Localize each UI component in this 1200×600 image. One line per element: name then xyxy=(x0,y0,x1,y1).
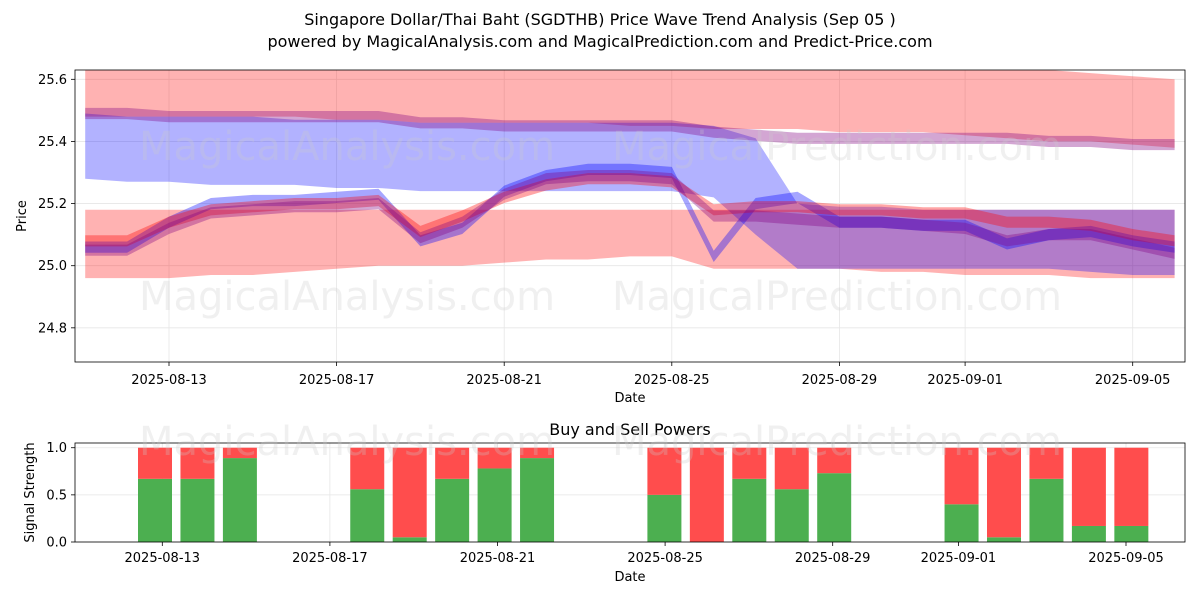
watermark-text: MagicalAnalysis.com xyxy=(139,124,555,170)
sell-bar xyxy=(987,447,1021,538)
sell-bar xyxy=(1071,447,1106,526)
sell-bar xyxy=(520,447,555,459)
signal-y-tick-label: 1.0 xyxy=(46,441,67,456)
buy-bar xyxy=(138,478,172,542)
buy-bar xyxy=(774,489,809,542)
price-y-tick-label: 25.0 xyxy=(38,259,67,274)
buy-bar xyxy=(732,478,767,542)
sell-bar xyxy=(732,447,767,479)
signal-plot-area xyxy=(138,447,1149,542)
buy-bar xyxy=(1114,525,1149,542)
buy-bar xyxy=(987,537,1021,542)
sell-bar xyxy=(222,447,257,459)
watermark-text: MagicalAnalysis.com xyxy=(139,419,555,465)
price-x-tick-label: 2025-08-29 xyxy=(802,373,878,388)
buy-bar xyxy=(817,473,852,542)
price-band-red-0 xyxy=(85,70,1175,148)
price-y-tick-label: 24.8 xyxy=(38,321,67,336)
buy-bar xyxy=(1029,478,1064,542)
watermark-layer: MagicalAnalysis.com MagicalPrediction.com… xyxy=(139,124,1062,465)
price-x-tick-label: 2025-08-13 xyxy=(131,373,207,388)
buy-bar xyxy=(435,478,470,542)
price-axes: 2025-08-13 2025-08-17 2025-08-21 2025-08-25… xyxy=(15,69,1186,406)
signal-y-tick-label: 0.0 xyxy=(46,536,67,551)
chart-subtitle: powered by MagicalAnalysis.com and Magic… xyxy=(267,32,933,51)
sell-bar xyxy=(647,447,682,495)
buy-bar xyxy=(1071,525,1106,542)
signal-x-axis-label: Date xyxy=(614,570,645,585)
signal-x-tick-label: 2025-09-01 xyxy=(921,551,997,566)
buy-bar xyxy=(350,489,385,542)
price-x-tick-label: 2025-09-05 xyxy=(1095,373,1171,388)
signal-x-tick-label: 2025-08-13 xyxy=(125,551,201,566)
price-line-purple-3 xyxy=(85,107,1175,151)
price-y-tick-label: 25.6 xyxy=(38,73,67,88)
buy-bar xyxy=(392,537,427,542)
price-grid xyxy=(75,70,1185,362)
watermark-text: MagicalAnalysis.com xyxy=(139,274,555,320)
buy-bar xyxy=(477,468,512,542)
sell-bar xyxy=(1029,447,1064,479)
signal-chart-title: Buy and Sell Powers xyxy=(549,420,711,439)
sell-bar xyxy=(477,447,512,469)
price-band-red-1 xyxy=(85,209,1175,279)
sell-bar xyxy=(1114,447,1149,526)
signal-axes: 2025-08-13 2025-08-17 2025-08-21 2025-08-25… xyxy=(23,420,1186,585)
price-plot-area xyxy=(85,70,1175,279)
price-x-tick-label: 2025-09-01 xyxy=(927,373,1003,388)
signal-axes-frame xyxy=(74,442,1186,543)
sell-bar xyxy=(180,447,215,479)
signal-y-tick-label: 0.5 xyxy=(46,488,67,503)
price-y-tick-label: 25.4 xyxy=(38,135,67,150)
buy-bar xyxy=(647,494,682,542)
price-y-tick-label: 25.2 xyxy=(38,197,67,212)
sell-bar xyxy=(435,447,470,479)
sell-bar xyxy=(350,447,385,490)
price-band-blue-2 xyxy=(85,113,1175,275)
signal-x-tick-label: 2025-08-29 xyxy=(795,551,871,566)
price-line-red-5 xyxy=(85,173,1175,247)
signal-y-axis-label: Signal Strength xyxy=(23,442,38,542)
price-x-tick-label: 2025-08-21 xyxy=(466,373,542,388)
sell-bar xyxy=(138,447,172,479)
price-x-tick-label: 2025-08-17 xyxy=(299,373,375,388)
watermark-text: MagicalPrediction.com xyxy=(612,124,1062,170)
signal-x-tick-label: 2025-09-05 xyxy=(1088,551,1164,566)
watermark-text: MagicalPrediction.com xyxy=(612,274,1062,320)
buy-bar xyxy=(520,458,555,542)
sell-bar xyxy=(689,447,724,542)
buy-bar xyxy=(180,478,215,542)
price-axes-frame xyxy=(74,69,1186,363)
price-x-axis-label: Date xyxy=(614,391,645,406)
sell-bar xyxy=(817,447,852,474)
sell-bar xyxy=(392,447,427,538)
sell-bar xyxy=(944,447,979,505)
buy-bar xyxy=(944,504,979,542)
chart-title: Singapore Dollar/Thai Baht (SGDTHB) Pric… xyxy=(304,10,896,29)
signal-x-tick-label: 2025-08-21 xyxy=(460,551,536,566)
sell-bar xyxy=(774,447,809,490)
watermark-text: MagicalPrediction.com xyxy=(612,419,1062,465)
price-x-tick-label: 2025-08-25 xyxy=(634,373,710,388)
signal-x-tick-label: 2025-08-25 xyxy=(627,551,703,566)
price-y-axis-label: Price xyxy=(15,200,30,232)
signal-x-tick-label: 2025-08-17 xyxy=(292,551,368,566)
buy-bar xyxy=(222,458,257,542)
